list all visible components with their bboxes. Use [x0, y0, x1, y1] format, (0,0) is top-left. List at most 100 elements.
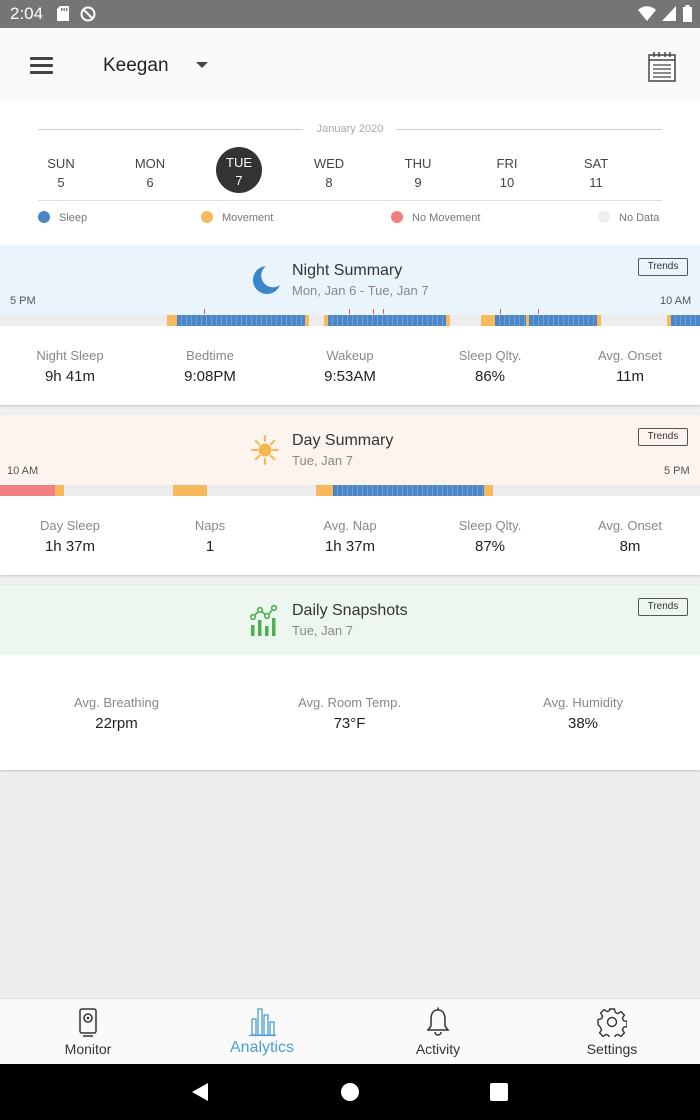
night-summary-card[interactable]: Night Summary Mon, Jan 6 - Tue, Jan 7 Tr…: [0, 245, 700, 405]
menu-icon[interactable]: [30, 56, 54, 74]
wake-tick: [204, 309, 205, 314]
day-summary-header: [0, 415, 700, 485]
profile-selector[interactable]: Keegan: [103, 55, 169, 76]
stat-value: 1h 37m: [44, 538, 96, 555]
month-divider-left: [38, 129, 303, 130]
day-trends-button[interactable]: Trends: [638, 428, 688, 446]
stat-label: Wakeup: [326, 348, 374, 363]
night-stat: Sleep Qlty. 86%: [420, 348, 560, 385]
no-disturb-icon: [80, 6, 96, 22]
month-divider-right: [396, 129, 662, 130]
calendar-icon[interactable]: [646, 50, 678, 82]
status-time: 2:04: [10, 4, 44, 23]
day-thu[interactable]: THU 9: [388, 147, 448, 195]
day-tue-selected[interactable]: TUE 7: [216, 147, 262, 193]
snapshots-header: [0, 585, 700, 655]
stat-label: Avg. Room Temp.: [298, 695, 401, 710]
nav-activity[interactable]: Activity: [378, 999, 498, 1065]
back-icon[interactable]: [191, 1082, 209, 1102]
day-sat[interactable]: SAT 11: [566, 147, 626, 195]
day-wed[interactable]: WED 8: [299, 147, 359, 195]
no-movement-segment: [0, 485, 55, 496]
day-name: SUN: [47, 156, 75, 171]
day-stat: Sleep Qlty. 87%: [420, 518, 560, 555]
nav-label: Monitor: [64, 1041, 112, 1057]
wake-tick: [373, 309, 374, 314]
movement-segment: [484, 485, 493, 496]
movement-segment: [597, 315, 601, 326]
legend-label: No Movement: [412, 212, 481, 224]
stat-value: 86%: [474, 368, 506, 385]
day-end-time: 5 PM: [664, 465, 690, 477]
wake-tick: [538, 309, 539, 314]
movement-segment: [481, 315, 495, 326]
stat-value: 1h 37m: [324, 538, 376, 555]
sleep-segment: [333, 485, 484, 496]
stat-value: 87%: [474, 538, 506, 555]
chevron-down-icon[interactable]: [196, 62, 208, 68]
stat-label: Avg. Onset: [597, 518, 663, 533]
day-name: TUE: [226, 155, 252, 170]
nav-settings[interactable]: Settings: [552, 999, 672, 1065]
app-bar: Keegan: [0, 28, 700, 102]
nav-label: Activity: [415, 1041, 461, 1057]
movement-segment: [446, 315, 450, 326]
system-nav-bar: [0, 1064, 700, 1120]
stat-label: Avg. Onset: [597, 348, 663, 363]
stat-value: 38%: [567, 715, 599, 732]
movement-segment: [305, 315, 309, 326]
day-date: 7: [235, 173, 243, 188]
snapshots-title: Daily Snapshots: [292, 602, 408, 619]
day-stat: Avg. Onset 8m: [560, 518, 700, 555]
daily-snapshots-card[interactable]: Daily Snapshots Tue, Jan 7 Trends Avg. B…: [0, 585, 700, 770]
home-icon[interactable]: [340, 1082, 360, 1102]
day-name: SAT: [583, 156, 609, 171]
nav-monitor[interactable]: Monitor: [28, 999, 148, 1065]
legend-no-movement: No Movement: [391, 211, 481, 224]
status-bar: 2:04: [0, 0, 700, 28]
wake-tick: [383, 309, 384, 314]
day-timeline: [0, 485, 700, 496]
gear-icon: [597, 1008, 627, 1037]
movement-segment: [324, 315, 328, 326]
stat-value: 1: [205, 538, 215, 555]
stat-value: 73°F: [333, 715, 366, 732]
day-fri[interactable]: FRI 10: [477, 147, 537, 195]
day-mon[interactable]: MON 6: [120, 147, 180, 195]
bell-icon: [426, 1007, 450, 1036]
legend-label: Sleep: [59, 212, 88, 224]
camera-icon: [79, 1008, 97, 1037]
week-divider: [38, 200, 662, 201]
day-sun[interactable]: SUN 5: [31, 147, 91, 195]
bar-chart-icon: [249, 1008, 276, 1037]
stat-label: Bedtime: [186, 348, 234, 363]
stat-value: 9:53AM: [324, 368, 376, 385]
night-end-time: 10 AM: [660, 295, 692, 307]
night-summary-title: Night Summary: [292, 262, 403, 279]
no-data-dot-icon: [598, 211, 610, 224]
day-stat: Naps 1: [140, 518, 280, 555]
day-summary-date: Tue, Jan 7: [292, 453, 353, 468]
night-stat: Wakeup 9:53AM: [280, 348, 420, 385]
sleep-dot-icon: [38, 211, 50, 224]
nav-analytics[interactable]: Analytics: [202, 999, 322, 1065]
night-stat: Bedtime 9:08PM: [140, 348, 280, 385]
night-trends-button[interactable]: Trends: [638, 258, 688, 276]
stat-label: Sleep Qlty.: [458, 518, 522, 533]
stat-label: Avg. Humidity: [543, 695, 623, 710]
stat-label: Avg. Breathing: [73, 695, 160, 710]
day-summary-card[interactable]: Day Summary Tue, Jan 7 Trends 10 AM 5 PM…: [0, 415, 700, 575]
night-summary-date: Mon, Jan 6 - Tue, Jan 7: [292, 283, 429, 298]
snapshot-stat: Avg. Humidity 38%: [466, 695, 700, 732]
day-date: 9: [414, 175, 422, 190]
movement-segment: [526, 315, 529, 326]
legend-no-data: No Data: [598, 211, 659, 224]
night-summary-header: [0, 245, 700, 315]
stat-label: Night Sleep: [36, 348, 104, 363]
night-start-time: 5 PM: [10, 295, 36, 307]
recents-icon[interactable]: [490, 1083, 508, 1101]
day-name: FRI: [496, 156, 518, 171]
day-name: MON: [134, 156, 166, 171]
day-date: 8: [325, 175, 333, 190]
snapshots-trends-button[interactable]: Trends: [638, 598, 688, 616]
